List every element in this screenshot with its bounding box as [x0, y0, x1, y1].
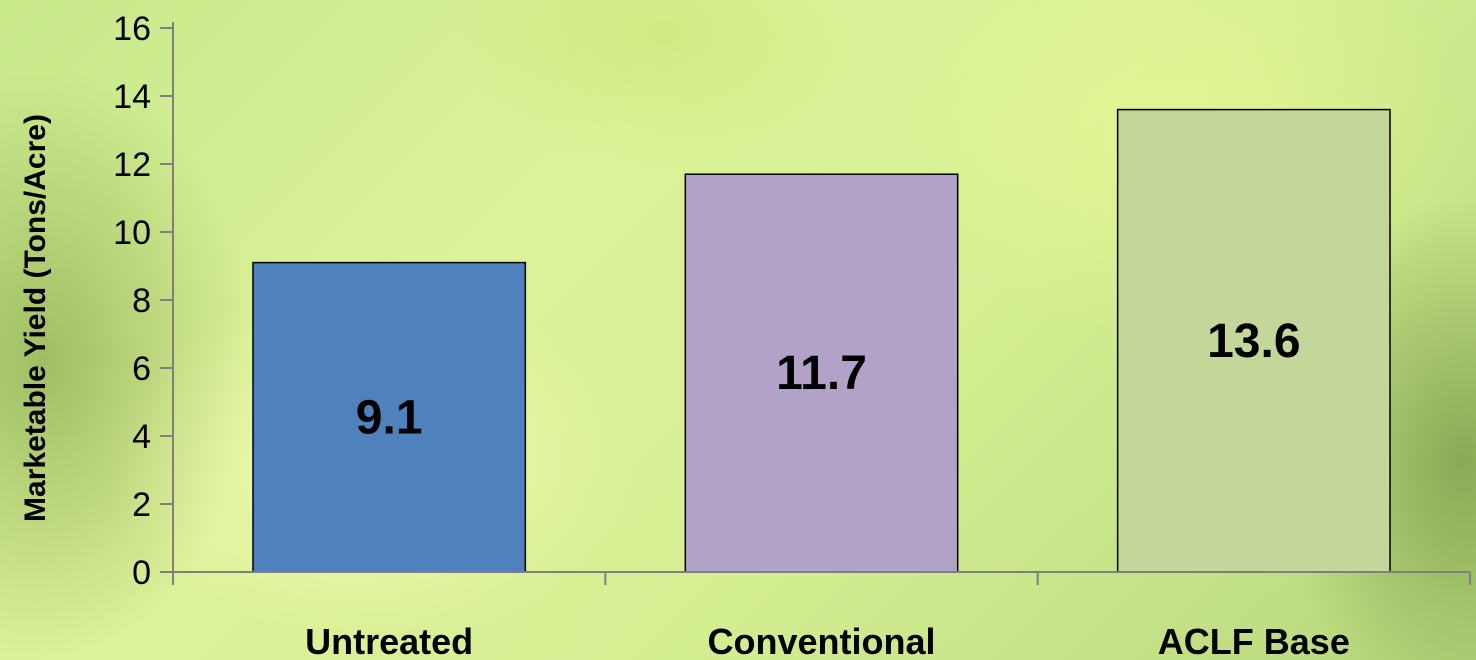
x-category-label: Untreated	[305, 621, 473, 660]
data-label: 13.6	[1207, 315, 1300, 368]
y-tick-label: 2	[132, 486, 151, 524]
axes-layer	[160, 22, 1471, 585]
y-tick-label: 4	[132, 418, 151, 456]
x-category-label: Conventional	[707, 621, 935, 660]
y-tick-label: 10	[113, 214, 151, 252]
y-tick-label: 0	[132, 554, 151, 592]
y-tick-label: 6	[132, 350, 151, 388]
data-label: 9.1	[356, 391, 423, 444]
labels-layer: 0 2 4 6 8 10 12 14 16 9.1 Untreated 11.7 Conventiona…	[113, 10, 1350, 660]
bar-conventional	[684, 173, 959, 573]
y-tick-label: 12	[113, 146, 151, 184]
bar-untreated	[252, 261, 527, 573]
y-tick-label: 14	[113, 78, 151, 116]
y-axis-title: Marketable Yield (Tons/Acre)	[19, 114, 52, 522]
data-label: 11.7	[776, 347, 867, 400]
x-category-label: ACLF Base	[1158, 621, 1350, 660]
y-tick-label: 16	[113, 10, 151, 48]
bars-layer	[252, 108, 1391, 573]
y-tick-label: 8	[132, 282, 151, 320]
bar-aclf-base	[1116, 108, 1391, 573]
